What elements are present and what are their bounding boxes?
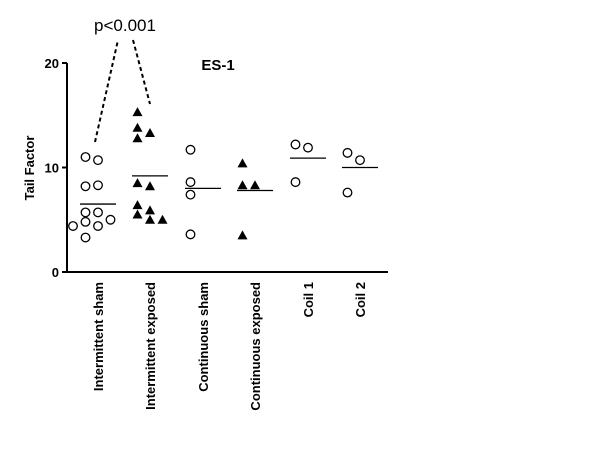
chart-title: ES-1 xyxy=(201,57,234,74)
data-point xyxy=(80,152,91,163)
data-point xyxy=(132,178,143,188)
data-point xyxy=(157,214,168,224)
data-point xyxy=(93,221,103,231)
y-tick-label: 10 xyxy=(45,161,59,176)
data-point xyxy=(290,139,301,150)
data-point xyxy=(80,232,91,243)
data-point xyxy=(132,209,143,219)
data-point xyxy=(105,214,116,225)
x-tick-label: Intermittent sham xyxy=(91,282,106,391)
x-tick-label: Coil 2 xyxy=(353,282,368,317)
data-point xyxy=(80,181,91,192)
data-point xyxy=(132,107,143,117)
annotation-connector xyxy=(94,39,119,143)
data-point xyxy=(132,133,143,143)
y-tick-label: 20 xyxy=(45,56,59,71)
data-point xyxy=(185,144,196,155)
data-point xyxy=(145,181,155,191)
data-point xyxy=(145,214,155,224)
data-point xyxy=(93,155,103,166)
data-point xyxy=(185,229,196,240)
x-tick-label: Coil 1 xyxy=(301,282,316,317)
data-point xyxy=(237,158,248,168)
data-point xyxy=(185,177,196,188)
data-point xyxy=(145,205,155,215)
data-point xyxy=(237,230,248,240)
annotation-connector xyxy=(132,39,151,105)
data-point xyxy=(145,128,155,138)
data-point xyxy=(93,180,103,191)
annotation: p<0.001 xyxy=(94,16,156,35)
data-point xyxy=(303,142,313,153)
data-point xyxy=(132,200,143,210)
data-point xyxy=(237,180,248,190)
data-point xyxy=(68,221,78,231)
x-tick-label: Intermittent exposed xyxy=(143,282,158,410)
data-point xyxy=(342,187,353,198)
data-point xyxy=(132,122,143,132)
data-point xyxy=(290,177,301,188)
y-tick-label: 0 xyxy=(52,265,59,280)
data-point xyxy=(80,216,91,227)
y-axis-label: Tail Factor xyxy=(22,136,37,201)
data-point xyxy=(355,155,365,166)
data-point xyxy=(342,147,353,158)
x-tick-label: Continuous exposed xyxy=(248,282,263,411)
data-point xyxy=(93,207,103,218)
data-point xyxy=(80,207,91,218)
data-point xyxy=(250,180,260,190)
data-point xyxy=(185,189,196,200)
x-tick-label: Continuous sham xyxy=(196,282,211,392)
